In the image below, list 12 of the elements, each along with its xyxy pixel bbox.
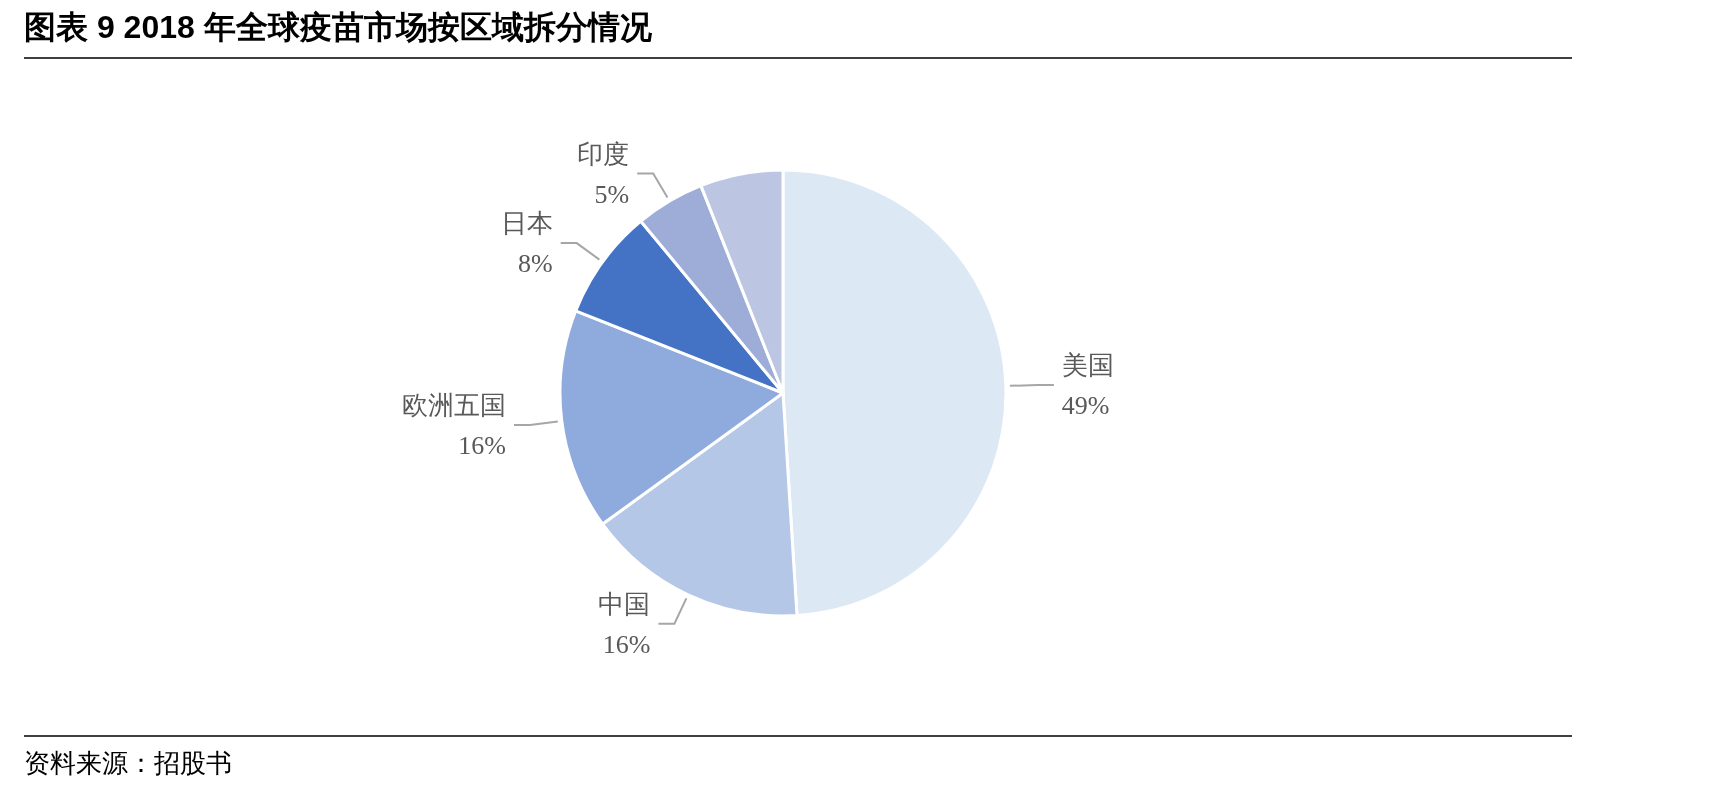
slice-label: 印度 [577, 139, 630, 169]
chart-title: 图表 9 2018 年全球疫苗市场按区域拆分情况 [24, 9, 653, 45]
slice-label: 欧洲五国 [402, 390, 507, 420]
data-label: 49% [1061, 390, 1110, 420]
slice-label: 美国 [1061, 350, 1114, 380]
data-label: 16% [458, 430, 507, 460]
slice-label: 日本 [500, 209, 553, 239]
data-label: 5% [594, 179, 630, 209]
data-label: 16% [602, 629, 651, 659]
data-label: 8% [518, 249, 553, 279]
slice-label: 中国 [598, 589, 651, 619]
text: 资料来源：招股书 [24, 749, 232, 778]
